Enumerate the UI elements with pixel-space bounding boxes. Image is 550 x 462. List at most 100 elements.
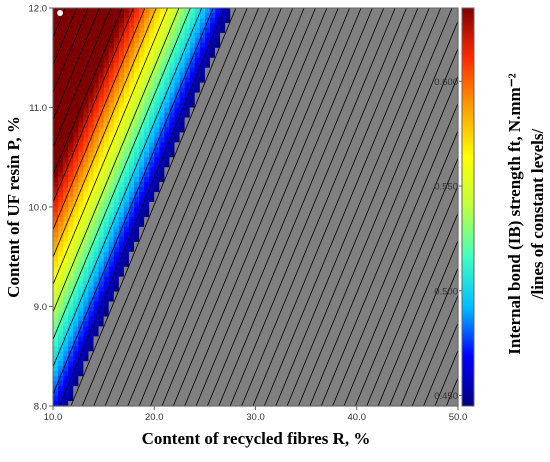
heatmap-cell	[108, 132, 115, 138]
heatmap-cell	[392, 117, 398, 124]
heatmap-cell	[88, 137, 95, 143]
heatmap-cell	[154, 207, 160, 213]
heatmap-cell	[356, 211, 363, 218]
heatmap-cell	[235, 17, 241, 24]
heatmap-cell	[159, 77, 165, 84]
heatmap-cell	[270, 122, 277, 128]
heatmap-cell	[88, 202, 95, 208]
heatmap-cell	[306, 221, 312, 228]
heatmap-cell	[392, 211, 398, 218]
heatmap-cell	[341, 216, 348, 223]
heatmap-cell	[199, 12, 206, 19]
heatmap-cell	[194, 32, 201, 39]
heatmap-cell	[341, 281, 348, 288]
heatmap-cell	[113, 112, 120, 119]
heatmap-cell	[245, 216, 252, 223]
heatmap-cell	[123, 162, 130, 168]
heatmap-cell	[265, 251, 272, 258]
heatmap-cell	[164, 152, 171, 158]
heatmap-cell	[235, 12, 241, 19]
heatmap-cell	[204, 316, 211, 323]
heatmap-cell	[179, 316, 186, 323]
heatmap-cell	[437, 226, 444, 233]
heatmap-cell	[63, 147, 69, 153]
heatmap-cell	[113, 8, 120, 14]
heatmap-cell	[417, 52, 424, 59]
heatmap-cell	[58, 37, 64, 44]
heatmap-cell	[220, 167, 226, 173]
heatmap-cell	[442, 177, 449, 183]
heatmap-cell	[209, 231, 216, 238]
heatmap-cell	[442, 246, 449, 253]
heatmap-cell	[452, 157, 459, 163]
heatmap-cell	[326, 122, 333, 128]
heatmap-cell	[78, 236, 84, 243]
heatmap-cell	[149, 8, 155, 14]
heatmap-cell	[366, 216, 373, 223]
heatmap-cell	[270, 256, 277, 263]
heatmap-cell	[159, 82, 165, 89]
heatmap-cell	[285, 67, 292, 74]
heatmap-cell	[275, 311, 282, 318]
heatmap-cell	[159, 296, 165, 303]
heatmap-cell	[265, 57, 272, 64]
heatmap-cell	[240, 122, 246, 128]
heatmap-cell	[184, 117, 191, 124]
heatmap-cell	[184, 281, 191, 288]
heatmap-cell	[452, 92, 459, 99]
heatmap-cell	[270, 182, 277, 188]
heatmap-cell	[427, 286, 434, 293]
heatmap-cell	[73, 112, 79, 119]
heatmap-cell	[194, 211, 201, 218]
heatmap-cell	[397, 27, 403, 34]
heatmap-cell	[311, 127, 317, 133]
heatmap-cell	[321, 47, 327, 54]
heatmap-cell	[361, 291, 368, 298]
heatmap-cell	[194, 12, 201, 19]
heatmap-cell	[164, 216, 171, 223]
heatmap-cell	[316, 311, 322, 318]
heatmap-cell	[113, 187, 120, 193]
heatmap-cell	[437, 246, 444, 253]
heatmap-cell	[341, 32, 348, 39]
heatmap-cell	[230, 77, 236, 84]
heatmap-cell	[209, 57, 216, 64]
heatmap-cell	[331, 306, 338, 313]
heatmap-cell	[402, 276, 408, 283]
heatmap-cell	[189, 271, 196, 278]
heatmap-cell	[290, 216, 297, 223]
heatmap-cell	[230, 107, 236, 114]
heatmap-cell	[321, 306, 327, 313]
heatmap-cell	[412, 207, 419, 213]
heatmap-cell	[194, 291, 201, 298]
heatmap-cell	[123, 147, 130, 153]
heatmap-cell	[220, 97, 226, 104]
heatmap-cell	[88, 207, 95, 213]
heatmap-cell	[280, 221, 287, 228]
heatmap-cell	[412, 142, 419, 148]
heatmap-cell	[422, 276, 429, 283]
heatmap-cell	[417, 142, 424, 148]
heatmap-cell	[169, 211, 176, 218]
heatmap-cell	[402, 246, 408, 253]
heatmap-cell	[189, 87, 196, 94]
heatmap-cell	[118, 87, 125, 94]
heatmap-cell	[73, 256, 79, 263]
heatmap-cell	[139, 57, 145, 64]
heatmap-cell	[321, 187, 327, 193]
heatmap-cell	[341, 62, 348, 69]
heatmap-cell	[311, 187, 317, 193]
heatmap-cell	[387, 301, 393, 308]
heatmap-cell	[189, 241, 196, 248]
heatmap-cell	[68, 77, 74, 84]
heatmap-cell	[245, 301, 252, 308]
heatmap-cell	[275, 42, 282, 49]
heatmap-cell	[108, 226, 115, 233]
heatmap-cell	[346, 122, 353, 128]
heatmap-cell	[184, 236, 191, 243]
heatmap-cell	[118, 62, 125, 69]
heatmap-cell	[118, 236, 125, 243]
heatmap-cell	[174, 246, 181, 253]
heatmap-cell	[204, 42, 211, 49]
heatmap-cell	[382, 8, 388, 14]
